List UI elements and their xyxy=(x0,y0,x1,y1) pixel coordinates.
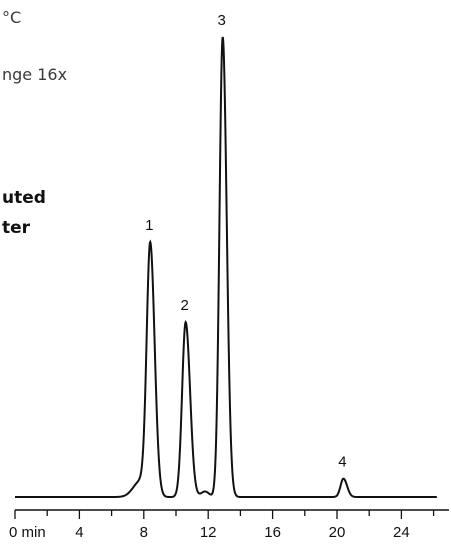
x-tick-label: 12 xyxy=(200,524,217,541)
peak-label-4: 4 xyxy=(338,454,346,471)
peak-label-2: 2 xyxy=(180,297,188,314)
x-axis: 0 min 4 8 12 16 20 24 xyxy=(9,509,449,541)
x-tick-label: 24 xyxy=(393,524,410,541)
x-tick-label: 0 min xyxy=(9,524,46,541)
peak-label-1: 1 xyxy=(145,217,153,234)
chromatogram-trace xyxy=(15,36,437,498)
x-tick-label: 4 xyxy=(75,524,83,541)
x-tick-label: 16 xyxy=(264,524,281,541)
legend-text-fragment-2: nge 16x xyxy=(2,65,68,84)
peak-labels: 1 2 3 4 xyxy=(145,12,347,471)
legend-text-fragment-3: uted xyxy=(2,188,46,208)
legend-text-fragment-4: ter xyxy=(2,218,31,238)
x-tick-label: 8 xyxy=(140,524,148,541)
legend-text-fragment-1: °C xyxy=(2,8,22,27)
peak-label-3: 3 xyxy=(218,12,226,29)
x-tick-label: 20 xyxy=(329,524,346,541)
